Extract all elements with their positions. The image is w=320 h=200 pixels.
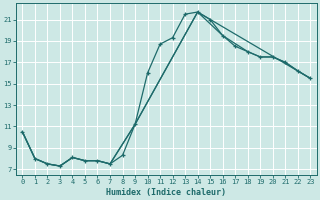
X-axis label: Humidex (Indice chaleur): Humidex (Indice chaleur) [106,188,226,197]
